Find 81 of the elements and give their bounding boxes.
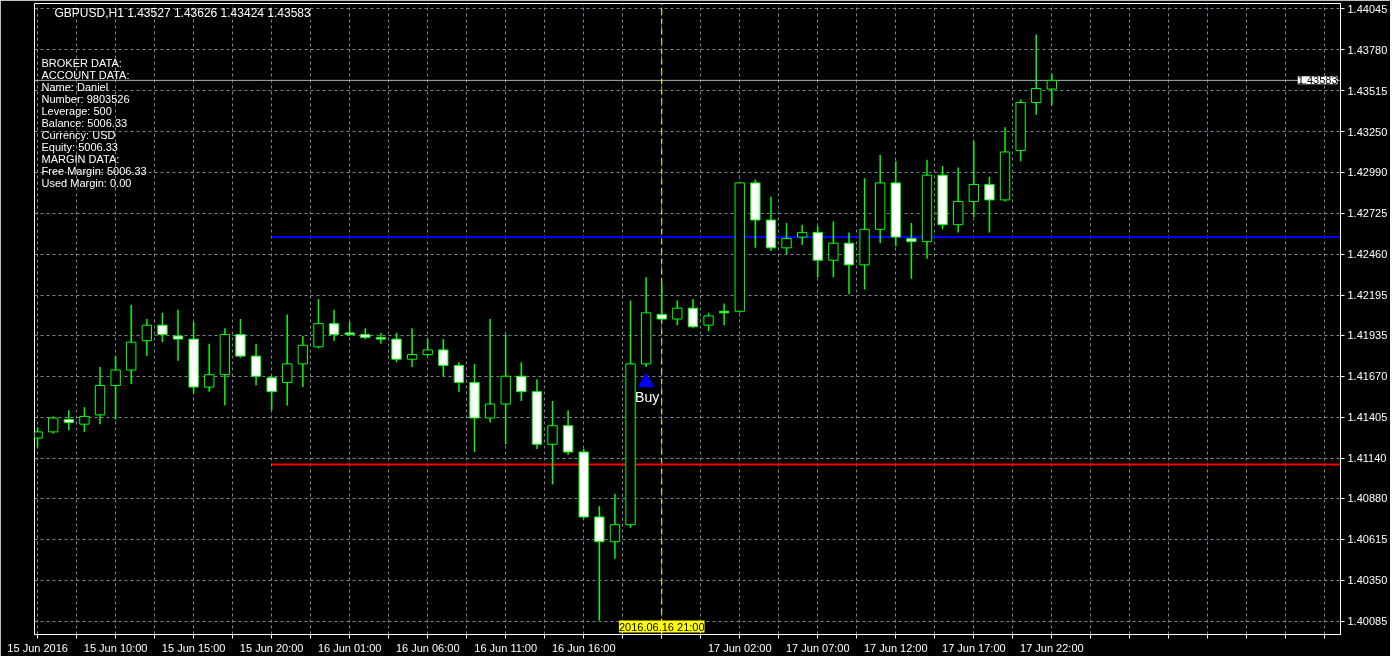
candlestick [843,231,855,295]
candlestick [328,308,340,342]
y-tick-label: 1.41935 [1347,329,1388,342]
candlestick [438,338,449,377]
y-tick-label: 1.40085 [1347,615,1388,628]
annotation: Equity: 5006.33 [41,140,118,153]
candlestick [235,318,246,359]
annotation: Leverage: 500 [41,104,112,117]
x-tick-label: 15 Jun 2016 [7,641,68,654]
annotation: Balance: 5006.33 [41,116,128,129]
candlestick [250,343,262,387]
candlestick [297,335,309,388]
candlestick [453,361,465,393]
candlestick [953,166,964,234]
candlestick [266,375,277,411]
candlestick [968,140,979,218]
candlestick [313,298,324,350]
y-tick-label: 1.42195 [1347,289,1388,302]
candlestick [63,409,75,432]
candlestick [672,299,683,326]
candlestick [157,312,168,343]
candlestick [141,318,153,357]
y-tick-label: 1.41140 [1347,452,1387,465]
y-tick-label: 1.44045 [1347,2,1388,15]
x-tick-label: 17 Jun 12:00 [864,641,928,654]
candlestick [687,298,699,330]
candlestick [781,222,792,255]
x-tick-label: 16 Jun 06:00 [395,641,460,654]
x-tick-label: 17 Jun 02:00 [707,641,772,654]
candlestick [79,406,90,433]
y-tick-label: 1.41405 [1347,411,1388,424]
y-tick-label: 1.40615 [1347,533,1388,546]
chart-title: GBPUSD,H1 1.43527 1.43626 1.43424 1.43583 [54,5,312,20]
candlestick [516,361,527,402]
x-tick-label: 17 Jun 22:00 [1020,641,1084,654]
candlestick [375,332,387,345]
x-tick-label: 15 Jun 10:00 [83,641,148,654]
x-tick-label: 17 Jun 07:00 [785,641,850,654]
annotation: Free Margin: 5006.33 [41,164,147,177]
candlestick [703,312,714,333]
candlestick [282,313,293,407]
candlestick [484,318,496,424]
candlestick [406,327,418,368]
x-tick-label: 16 Jun 16:00 [551,641,616,654]
candlestick [797,223,808,246]
candlestick [906,222,917,280]
series-label: Buy [635,389,660,406]
annotation: Number: 9803526 [41,92,130,105]
candlestick [1046,72,1058,106]
x-tick-label: 16 Jun 01:00 [317,641,382,654]
candlestick [204,343,215,393]
x-tick-label: 17 Jun 17:00 [942,641,1006,654]
y-tick-label: 1.41670 [1347,370,1388,383]
y-tick-label: 1.40880 [1347,492,1388,505]
candlestick [391,332,402,364]
y-tick-label: 1.43250 [1347,125,1388,138]
y-tick-label: 1.43780 [1347,43,1388,56]
y-tick-label: 1.42460 [1347,248,1388,261]
candlestick [828,220,839,278]
candlestick [656,282,667,322]
candlestick [547,400,558,486]
candlestick [110,355,121,421]
y-tick-label: 1.40350 [1347,574,1388,587]
candlestick [609,493,621,560]
annotation: MARGIN DATA: [41,152,120,165]
y-tick-label: 1.42990 [1347,166,1388,179]
candlestick [984,175,995,234]
annotation: Currency: USD [41,128,116,141]
y-tick-label: 1.42725 [1347,207,1388,220]
ref-line-label: 2016.06.16 21:00 [618,620,705,633]
annotation: BROKER DATA: [41,56,122,69]
annotation: Used Margin: 0.00 [41,176,132,189]
annotation: Name: Daniel [41,80,109,93]
candlestick [172,308,184,362]
x-tick-label: 16 Jun 11:00 [474,641,538,654]
candlestick [1031,33,1042,116]
annotation: ACCOUNT DATA: [41,68,130,81]
y-tick-label: 1.43515 [1347,84,1388,97]
x-tick-label: 15 Jun 15:00 [161,641,226,654]
ref-line-label: 1.43583 [1297,74,1338,87]
x-tick-label: 15 Jun 20:00 [239,641,304,654]
